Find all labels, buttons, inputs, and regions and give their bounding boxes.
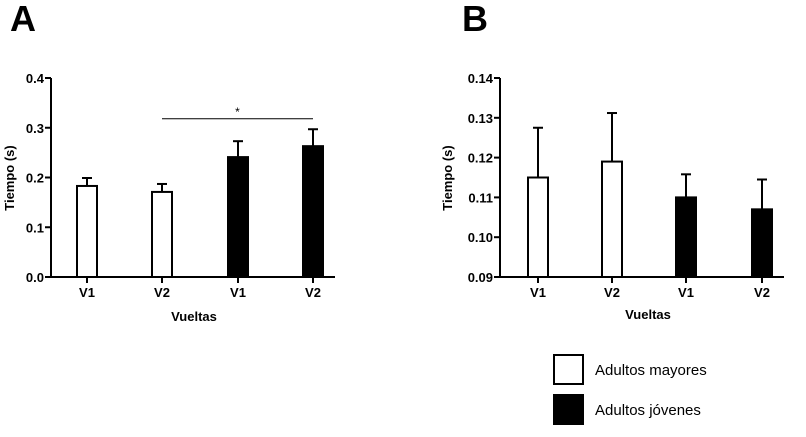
y-tick-label: 0.13 bbox=[468, 111, 493, 126]
x-tick-label: V1 bbox=[79, 285, 95, 300]
bar bbox=[675, 196, 697, 278]
y-tick-label: 0.3 bbox=[26, 121, 44, 136]
legend-label-young: Adultos jóvenes bbox=[595, 402, 701, 419]
y-tick-label: 0.0 bbox=[26, 270, 44, 285]
y-tick-label: 0.11 bbox=[468, 190, 493, 205]
bar bbox=[751, 208, 773, 278]
legend-swatch-young bbox=[553, 394, 584, 425]
bar bbox=[227, 156, 249, 278]
panel-letter: A bbox=[10, 0, 36, 39]
significance-label: * bbox=[235, 105, 240, 119]
bar bbox=[151, 190, 173, 279]
bar bbox=[76, 184, 98, 279]
panel-b: B Tiempo (s) Vueltas 0.09 0.10 0.11 0.12 0.1… bbox=[440, 0, 784, 322]
legend-swatch-older bbox=[553, 354, 584, 385]
y-tick-label: 0.12 bbox=[468, 151, 493, 166]
x-tick-label: V2 bbox=[604, 285, 620, 300]
bar bbox=[302, 145, 324, 278]
y-tick-label: 0.14 bbox=[468, 71, 494, 86]
y-axis-title: Tiempo (s) bbox=[440, 145, 455, 211]
x-tick-label: V1 bbox=[230, 285, 246, 300]
y-tick-label: 0.1 bbox=[26, 220, 44, 235]
y-tick-label: 0.2 bbox=[26, 171, 44, 186]
x-axis-title: Vueltas bbox=[625, 307, 671, 322]
y-tick-label: 0.09 bbox=[468, 270, 493, 285]
x-tick-label: V2 bbox=[154, 285, 170, 300]
x-axis-title: Vueltas bbox=[171, 309, 217, 324]
bar bbox=[601, 160, 623, 278]
x-tick-label: V2 bbox=[754, 285, 770, 300]
plot-area: 0.0 0.1 0.2 0.3 0.4 V1 V2 V1 V2 * bbox=[26, 71, 335, 300]
y-tick-label: 0.4 bbox=[26, 71, 45, 86]
bar bbox=[527, 176, 549, 278]
y-tick-label: 0.10 bbox=[468, 230, 493, 245]
panel-letter: B bbox=[462, 0, 488, 39]
x-tick-label: V1 bbox=[530, 285, 546, 300]
legend-label-older: Adultos mayores bbox=[595, 362, 707, 379]
legend: Adultos mayores Adultos jóvenes bbox=[553, 354, 707, 425]
x-tick-label: V2 bbox=[305, 285, 321, 300]
x-tick-label: V1 bbox=[678, 285, 694, 300]
y-axis-title: Tiempo (s) bbox=[2, 145, 17, 211]
plot-area: 0.09 0.10 0.11 0.12 0.13 0.14 V1 V2 V1 V2 bbox=[468, 71, 784, 300]
panel-a: A Tiempo (s) Vueltas 0.0 0.1 0.2 0.3 0.4 V1 V2… bbox=[2, 0, 335, 324]
